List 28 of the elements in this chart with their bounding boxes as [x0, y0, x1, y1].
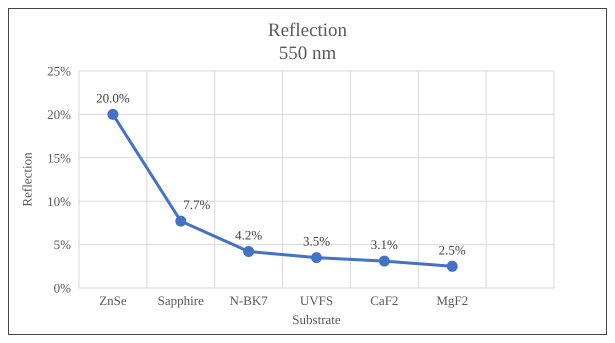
y-axis-title: Reflection: [20, 152, 35, 207]
x-tick-label: CaF2: [370, 293, 398, 308]
point: [243, 246, 254, 258]
y-tick-label: 5%: [54, 237, 72, 252]
x-tick-label: Sapphire: [158, 293, 204, 308]
chart-title: Reflection: [266, 19, 348, 42]
data-label: 3.5%: [302, 234, 330, 249]
x-tick-label: N-BK7: [230, 293, 268, 308]
x-axis-title: Substrate: [292, 312, 341, 327]
y-tick-label: 25%: [47, 64, 72, 79]
point: [311, 252, 322, 264]
point: [446, 260, 458, 272]
point: [378, 256, 390, 267]
chart-subtitle: 550 nm: [278, 42, 338, 65]
x-tick-label: MgF2: [436, 293, 468, 308]
data-label: 3.1%: [370, 237, 398, 252]
point: [107, 108, 118, 120]
point: [175, 216, 186, 227]
data-label: 7.7%: [183, 197, 210, 212]
y-tick-label: 20%: [47, 107, 72, 122]
data-label: 2.5%: [438, 242, 466, 258]
y-tick-label: 0%: [54, 280, 72, 296]
x-tick-label: ZnSe: [99, 293, 127, 308]
x-tick-label: UVFS: [300, 293, 334, 308]
data-label: 4.2%: [235, 228, 262, 243]
y-tick-label: 15%: [47, 150, 72, 166]
data-label: 20.0%: [96, 90, 130, 106]
y-tick-label: 10%: [47, 194, 72, 209]
